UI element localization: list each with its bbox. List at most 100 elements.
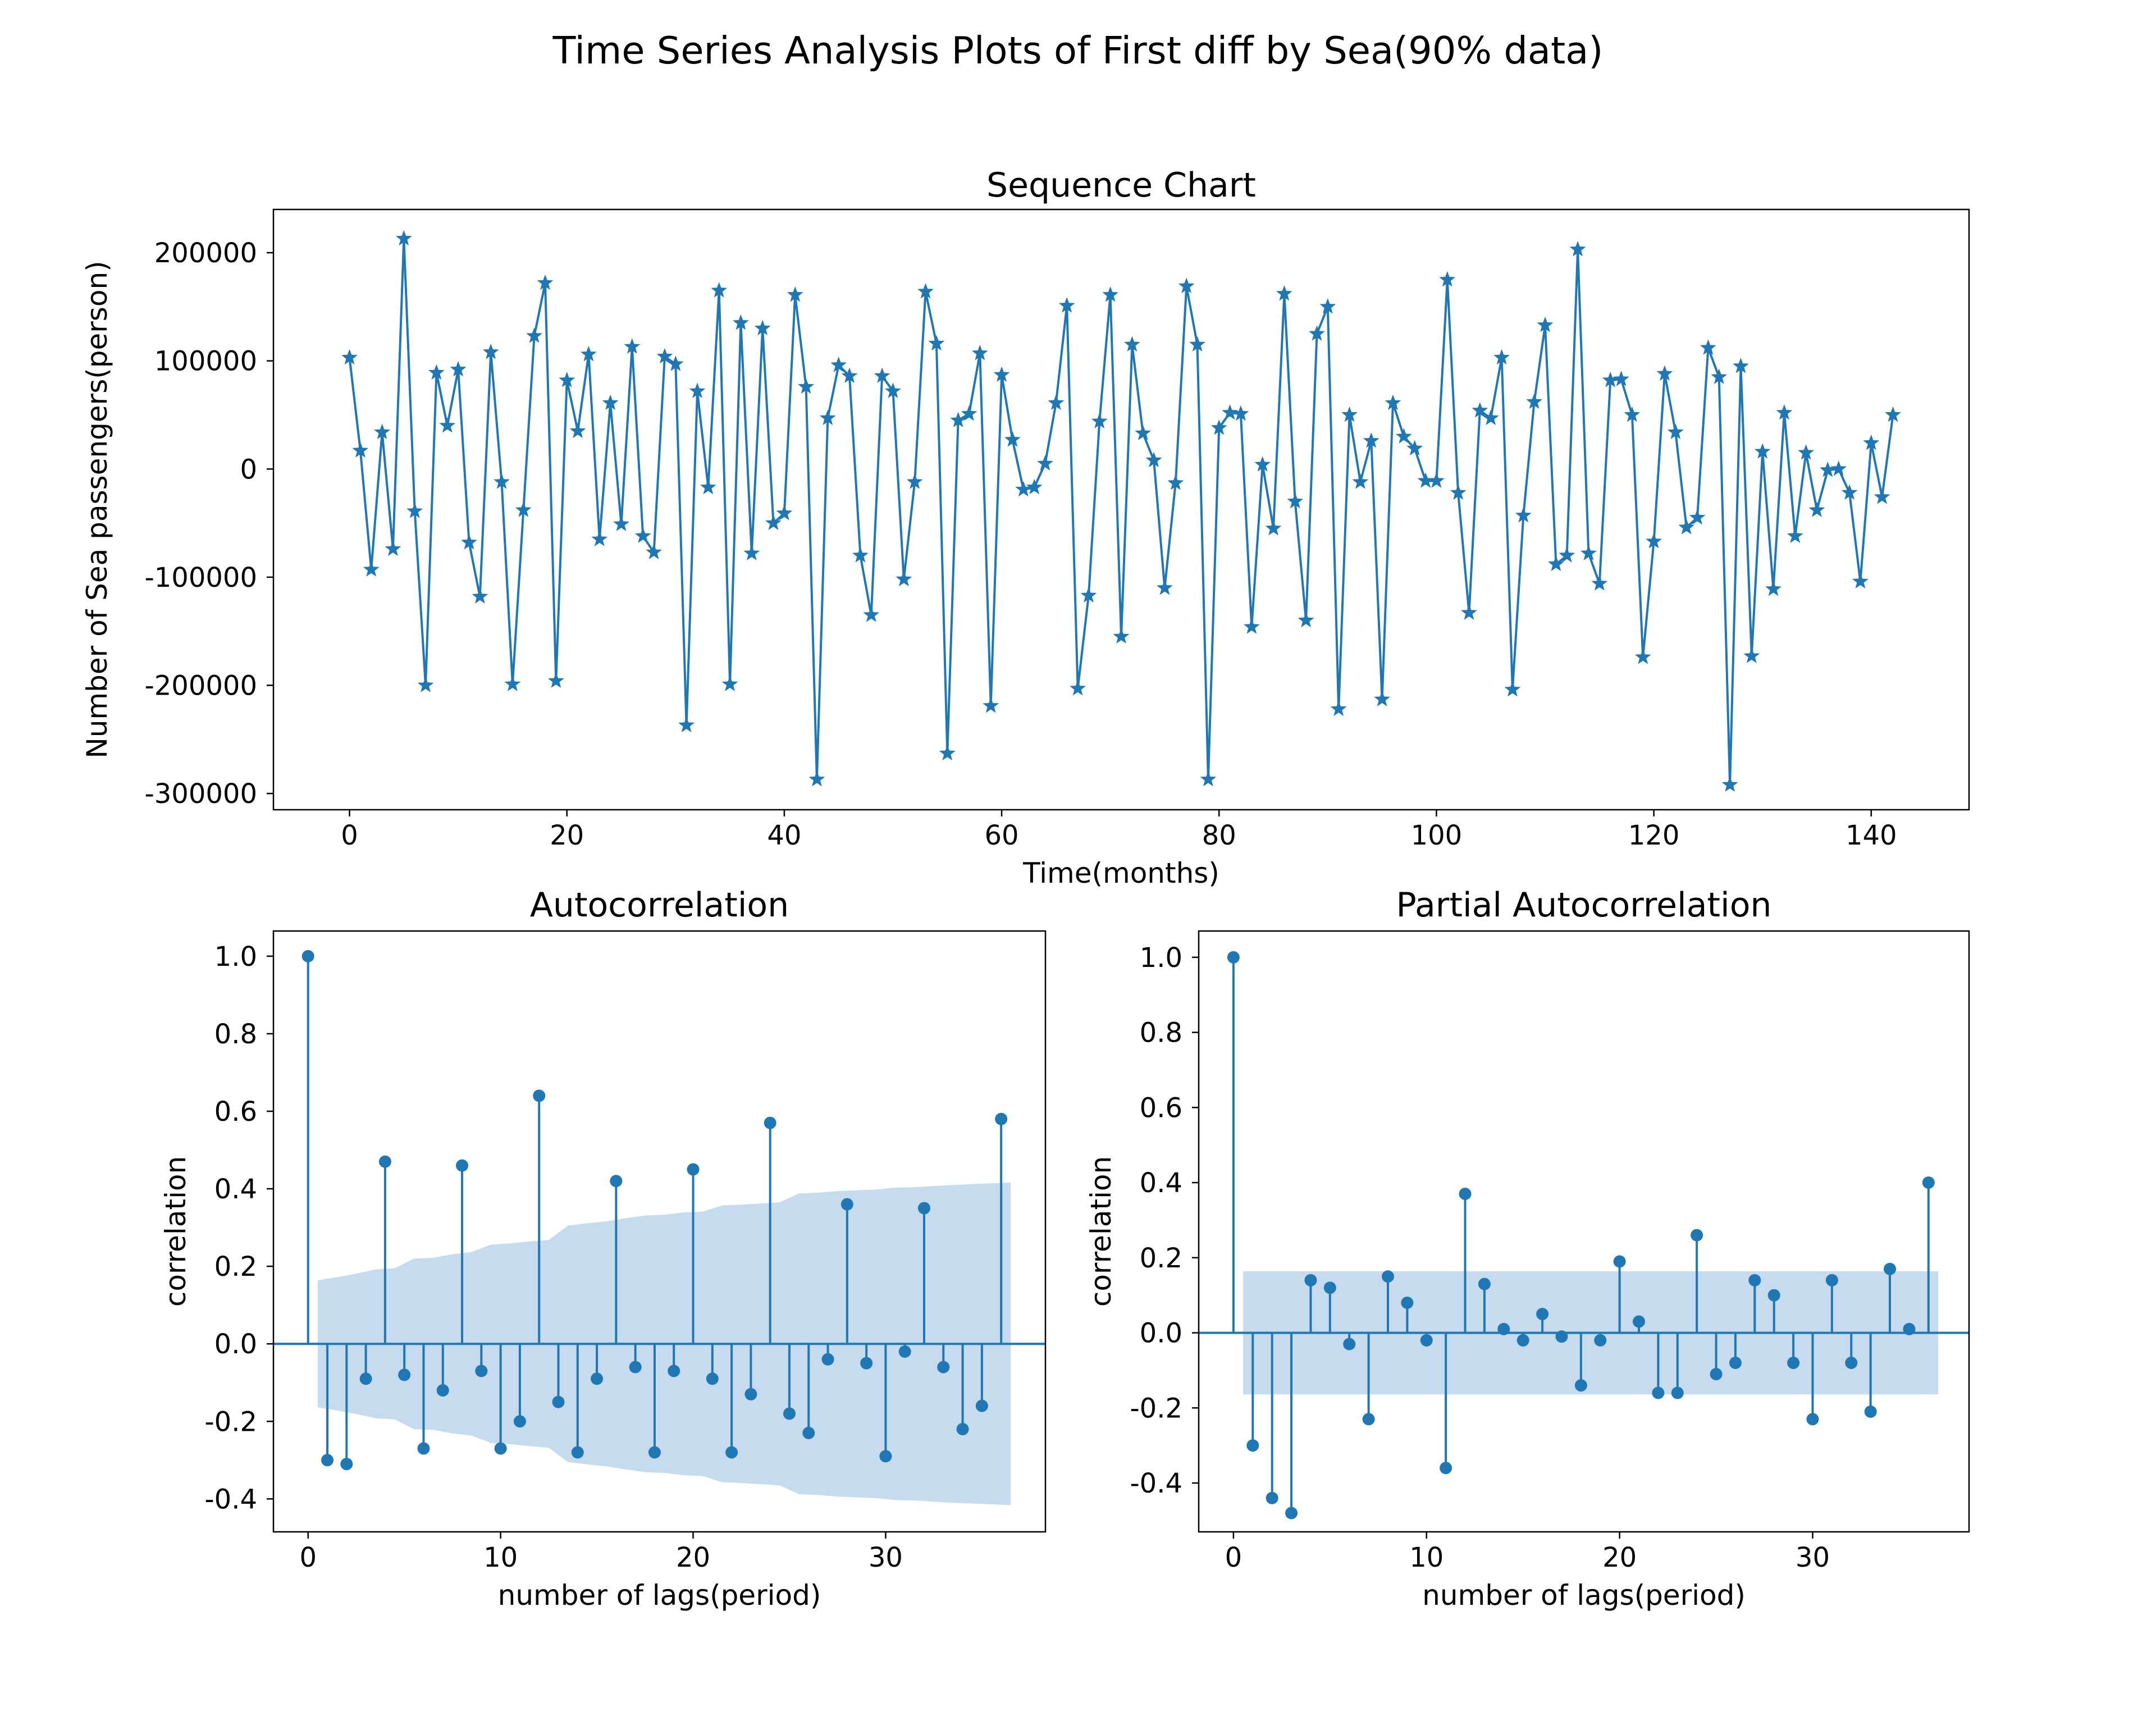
data-point-star [1319, 298, 1336, 314]
data-point-star [1841, 484, 1858, 500]
data-point-star [1004, 431, 1021, 447]
stem-marker [1767, 1289, 1780, 1302]
x-tick-label: 20 [676, 1542, 710, 1573]
data-point-star [689, 382, 706, 398]
stem-marker [513, 1415, 526, 1428]
stem-marker [841, 1198, 853, 1211]
data-point-star [852, 547, 869, 563]
data-point-star [1439, 271, 1456, 287]
y-tick-label: 0 [240, 454, 257, 485]
data-point-star [1461, 604, 1477, 620]
stem-marker [1246, 1439, 1259, 1452]
data-point-star [1135, 425, 1152, 440]
data-point-star [1200, 770, 1217, 787]
data-point-star [1656, 365, 1673, 381]
x-tick-label: 10 [483, 1542, 518, 1573]
data-point-star [787, 286, 803, 302]
stem-marker [1806, 1413, 1819, 1426]
data-point-star [559, 372, 575, 387]
stem-marker [1748, 1274, 1761, 1286]
data-point-star [1667, 423, 1684, 440]
stem-marker [917, 1202, 930, 1215]
data-point-star [1157, 579, 1173, 595]
data-point-star [1287, 492, 1304, 509]
data-point-star [580, 345, 597, 362]
data-point-star [1798, 444, 1815, 460]
stem-marker [648, 1446, 661, 1459]
stem-marker [1613, 1255, 1626, 1268]
data-point-star [341, 349, 358, 365]
data-point-star [885, 382, 901, 398]
stem-marker [417, 1442, 430, 1455]
data-point-star [733, 314, 749, 330]
data-point-star [1309, 325, 1325, 341]
stem-marker [1787, 1357, 1800, 1370]
stem-marker [995, 1112, 1008, 1125]
y-tick-label: 200000 [154, 238, 257, 269]
data-point-star [1852, 573, 1869, 588]
stem-marker [1729, 1357, 1742, 1370]
data-point-star [1547, 555, 1564, 572]
stem-marker [668, 1365, 680, 1377]
stem-marker [1440, 1462, 1452, 1475]
stem-marker [1922, 1176, 1935, 1189]
y-tick-label: 0.6 [1140, 1092, 1182, 1124]
data-point-star [363, 561, 380, 577]
data-point-star [1123, 336, 1140, 352]
data-point-star [1569, 241, 1586, 257]
stem-marker [436, 1384, 449, 1397]
data-point-star [928, 335, 945, 351]
data-point-star [1058, 297, 1075, 313]
data-point-star [1689, 509, 1706, 525]
stem-marker [783, 1407, 796, 1420]
data-point-star [526, 327, 543, 343]
axes-frame [272, 930, 1047, 1533]
data-point-star [624, 338, 641, 354]
data-point-star [1254, 456, 1271, 472]
plot-title: Autocorrelation [530, 886, 789, 925]
data-point-star [667, 355, 684, 371]
stem-marker [1401, 1297, 1414, 1309]
stem-marker [1691, 1229, 1703, 1242]
data-point-star [1395, 428, 1412, 444]
y-axis-label: correlation [159, 1156, 192, 1307]
data-point-star [1787, 527, 1803, 543]
stem-marker [475, 1365, 488, 1377]
data-point-star [1037, 455, 1053, 471]
data-point-star [1634, 649, 1651, 664]
stem-marker [591, 1372, 604, 1385]
data-point-star [798, 378, 815, 394]
data-point-star [1276, 285, 1292, 301]
stem-marker [1227, 951, 1240, 964]
y-tick-label: 1.0 [1140, 942, 1182, 974]
data-point-star [1232, 405, 1249, 421]
data-point-star [1472, 402, 1488, 418]
data-point-star [743, 545, 760, 560]
data-point-star [602, 394, 619, 410]
stem-marker [898, 1345, 911, 1358]
data-point-star [385, 540, 401, 556]
y-tick-label: -0.2 [1130, 1393, 1182, 1424]
data-point-star [1178, 277, 1195, 294]
y-tick-label: 100000 [154, 346, 257, 377]
data-point-star [1765, 580, 1782, 596]
stem-marker [456, 1159, 469, 1172]
stem-marker [1574, 1379, 1587, 1392]
data-point-star [808, 770, 825, 787]
data-point-star [1733, 358, 1749, 373]
data-point-star [939, 745, 956, 761]
data-point-star [1015, 481, 1032, 497]
data-point-star [711, 282, 728, 298]
stem-marker [1459, 1188, 1472, 1201]
stem-marker [1884, 1262, 1897, 1275]
stem-marker [1516, 1334, 1529, 1347]
data-point-star [1515, 506, 1532, 523]
data-point-star [1091, 413, 1108, 428]
data-point-star [494, 473, 510, 489]
data-point-star [950, 412, 967, 427]
stem-marker [1536, 1308, 1549, 1321]
x-tick-label: 40 [767, 820, 801, 851]
data-point-star [1885, 406, 1901, 422]
x-tick-label: 0 [299, 1542, 317, 1573]
stem-marker [1420, 1334, 1433, 1347]
